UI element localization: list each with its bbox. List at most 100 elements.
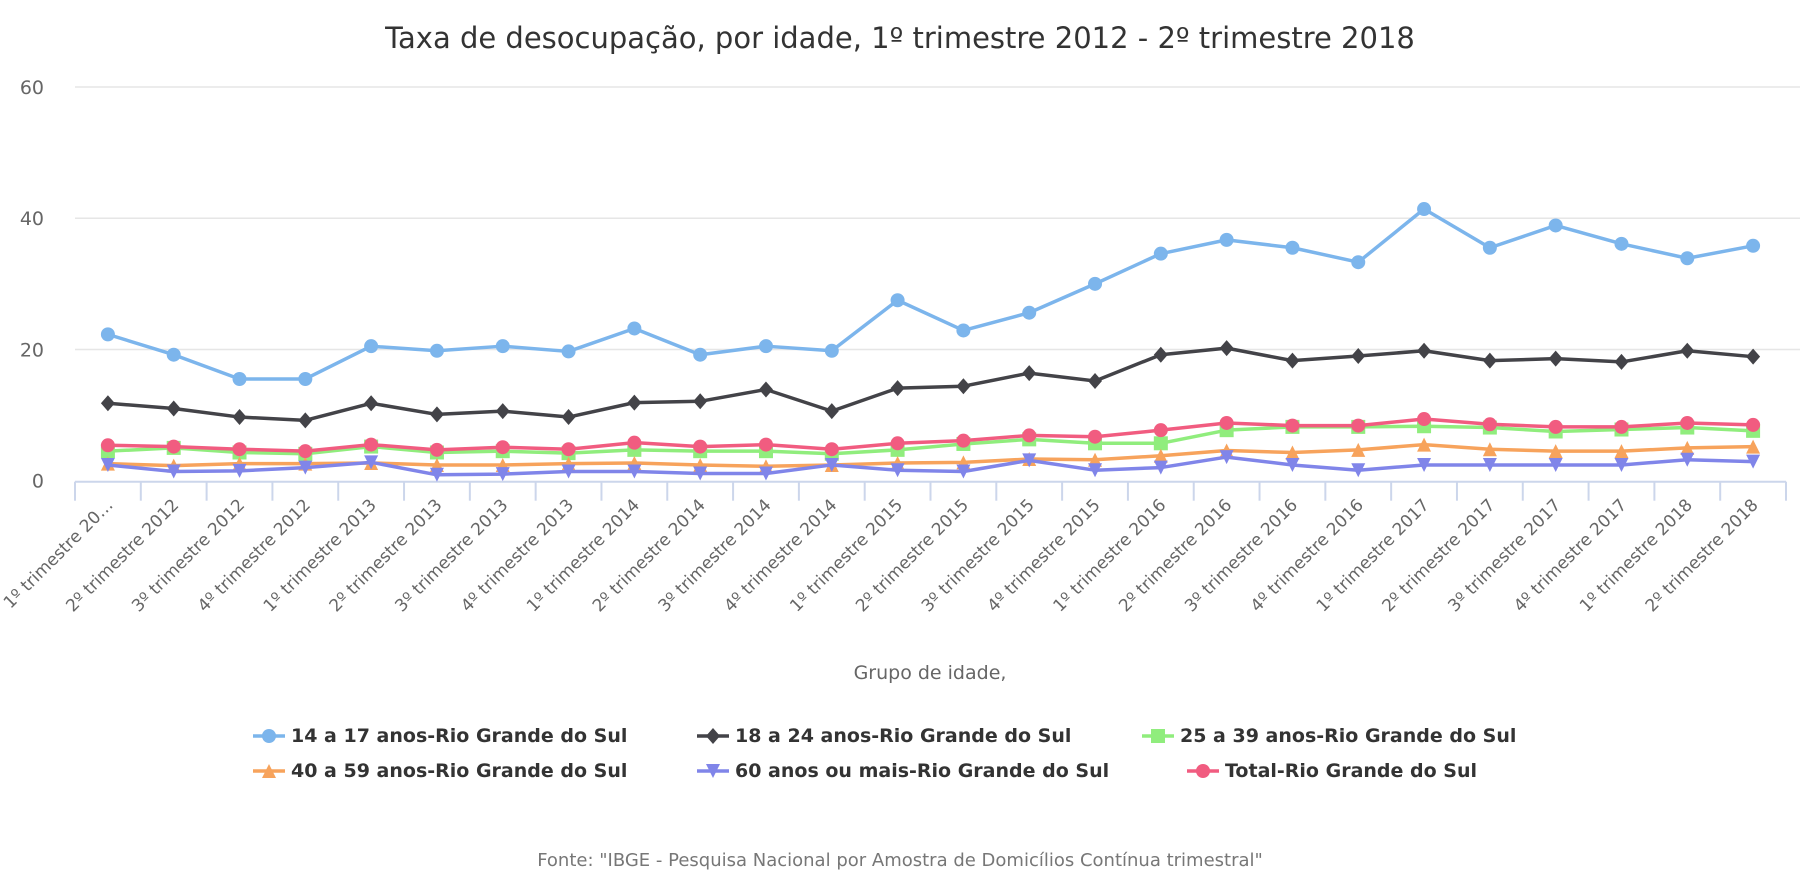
data-point[interactable]: [495, 403, 510, 420]
data-point[interactable]: [1614, 457, 1629, 472]
data-point[interactable]: [100, 327, 115, 342]
data-point[interactable]: [166, 347, 181, 362]
data-point[interactable]: [1746, 454, 1761, 469]
data-point[interactable]: [693, 439, 708, 454]
data-point[interactable]: [495, 440, 510, 455]
data-point[interactable]: [1680, 251, 1695, 266]
data-point[interactable]: [1417, 412, 1432, 427]
data-point[interactable]: [1022, 305, 1037, 320]
data-point[interactable]: [298, 371, 313, 386]
data-point[interactable]: [1548, 457, 1563, 472]
data-point[interactable]: [1548, 444, 1563, 459]
legend-item[interactable]: 18 a 24 anos-Rio Grande do Sul: [697, 725, 1071, 747]
data-point[interactable]: [1285, 457, 1300, 472]
data-point[interactable]: [627, 394, 642, 411]
data-point[interactable]: [232, 463, 247, 478]
data-point[interactable]: [166, 439, 181, 454]
data-point[interactable]: [1351, 418, 1366, 433]
data-point[interactable]: [1153, 460, 1168, 475]
data-point[interactable]: [1153, 346, 1168, 363]
data-point[interactable]: [429, 442, 444, 457]
data-point[interactable]: [1417, 457, 1432, 472]
data-point[interactable]: [429, 467, 444, 482]
data-point[interactable]: [758, 437, 773, 452]
data-point[interactable]: [166, 464, 181, 479]
data-point[interactable]: [1548, 419, 1563, 434]
data-point[interactable]: [166, 400, 181, 417]
data-point[interactable]: [1482, 417, 1497, 432]
data-point[interactable]: [1482, 240, 1497, 255]
data-point[interactable]: [824, 343, 839, 358]
data-point[interactable]: [1153, 448, 1168, 463]
data-point[interactable]: [364, 455, 379, 470]
data-point[interactable]: [956, 464, 971, 479]
data-point[interactable]: [1746, 439, 1761, 454]
data-point[interactable]: [1482, 352, 1497, 369]
data-point[interactable]: [1548, 350, 1563, 367]
data-point[interactable]: [232, 371, 247, 386]
data-point[interactable]: [561, 464, 576, 479]
data-point[interactable]: [1088, 372, 1103, 389]
data-point[interactable]: [1680, 440, 1695, 455]
data-point[interactable]: [1088, 429, 1103, 444]
data-point[interactable]: [890, 436, 905, 451]
data-point[interactable]: [627, 435, 642, 450]
data-point[interactable]: [1022, 365, 1037, 382]
data-point[interactable]: [1153, 423, 1168, 438]
data-point[interactable]: [627, 321, 642, 336]
data-point[interactable]: [561, 442, 576, 457]
data-point[interactable]: [1285, 418, 1300, 433]
legend-item[interactable]: Total-Rio Grande do Sul: [1187, 760, 1477, 782]
data-point[interactable]: [1088, 276, 1103, 291]
data-point[interactable]: [1153, 436, 1168, 451]
data-point[interactable]: [890, 380, 905, 397]
data-point[interactable]: [693, 347, 708, 362]
data-point[interactable]: [1219, 415, 1234, 430]
data-point[interactable]: [1548, 218, 1563, 233]
data-point[interactable]: [693, 393, 708, 410]
data-point[interactable]: [495, 467, 510, 482]
data-point[interactable]: [1219, 450, 1234, 465]
data-point[interactable]: [1417, 437, 1432, 452]
data-point[interactable]: [890, 293, 905, 308]
data-point[interactable]: [758, 381, 773, 398]
data-point[interactable]: [429, 406, 444, 423]
data-point[interactable]: [824, 442, 839, 457]
data-point[interactable]: [298, 460, 313, 475]
data-point[interactable]: [298, 412, 313, 429]
data-point[interactable]: [1088, 463, 1103, 478]
data-point[interactable]: [1680, 342, 1695, 359]
data-point[interactable]: [824, 403, 839, 420]
data-point[interactable]: [1351, 442, 1366, 457]
data-point[interactable]: [1022, 428, 1037, 443]
data-point[interactable]: [561, 344, 576, 359]
data-point[interactable]: [232, 442, 247, 457]
data-point[interactable]: [1614, 444, 1629, 459]
data-point[interactable]: [561, 409, 576, 426]
data-point[interactable]: [1285, 240, 1300, 255]
data-point[interactable]: [1417, 342, 1432, 359]
data-point[interactable]: [956, 433, 971, 448]
data-point[interactable]: [1482, 442, 1497, 457]
data-point[interactable]: [364, 395, 379, 412]
data-point[interactable]: [890, 463, 905, 478]
data-point[interactable]: [824, 457, 839, 472]
data-point[interactable]: [1482, 457, 1497, 472]
data-point[interactable]: [1614, 236, 1629, 251]
data-point[interactable]: [956, 378, 971, 395]
data-point[interactable]: [1219, 232, 1234, 247]
data-point[interactable]: [429, 343, 444, 358]
legend-item[interactable]: 60 anos ou mais-Rio Grande do Sul: [697, 760, 1109, 782]
legend-item[interactable]: 25 a 39 anos-Rio Grande do Sul: [1142, 725, 1516, 747]
data-point[interactable]: [956, 323, 971, 338]
data-point[interactable]: [364, 339, 379, 354]
data-point[interactable]: [232, 409, 247, 426]
data-point[interactable]: [100, 457, 115, 472]
data-point[interactable]: [1285, 352, 1300, 369]
data-point[interactable]: [693, 466, 708, 481]
data-point[interactable]: [1351, 255, 1366, 270]
data-point[interactable]: [1746, 238, 1761, 253]
data-point[interactable]: [1351, 463, 1366, 478]
data-point[interactable]: [100, 395, 115, 412]
data-point[interactable]: [1285, 445, 1300, 460]
